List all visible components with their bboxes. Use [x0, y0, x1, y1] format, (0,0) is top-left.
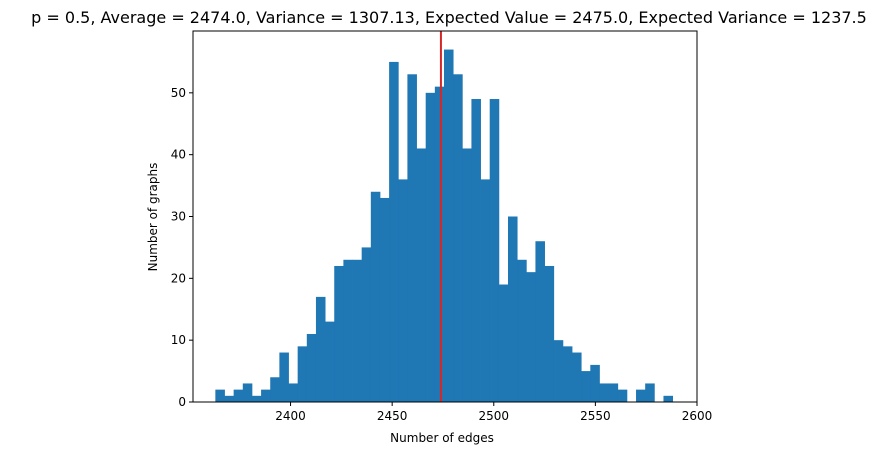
histogram-bar — [233, 389, 244, 402]
histogram-bar — [288, 383, 299, 402]
histogram-bar — [297, 346, 308, 402]
histogram-bar — [526, 272, 536, 402]
histogram-bar — [572, 352, 582, 402]
histogram-bar — [306, 333, 317, 402]
y-tick-label: 50 — [171, 86, 186, 100]
histogram-bar — [242, 383, 253, 402]
histogram-bar — [663, 395, 674, 402]
y-tick-label: 30 — [171, 210, 186, 224]
histogram-bar — [434, 86, 445, 403]
histogram-bar — [315, 296, 326, 402]
histogram-bar — [544, 265, 555, 402]
histogram-bar — [261, 389, 271, 402]
histogram-bar — [334, 265, 344, 402]
y-tick-label: 0 — [178, 395, 186, 409]
x-tick-label: 2450 — [377, 409, 408, 423]
histogram-bar — [443, 49, 454, 403]
histogram-bar — [535, 241, 545, 402]
histogram-bar — [562, 346, 573, 402]
histogram-bar — [425, 92, 436, 402]
histogram-bar — [590, 364, 600, 402]
histogram-bar — [343, 259, 353, 402]
histogram-bar — [462, 148, 472, 402]
histogram-bar — [379, 197, 390, 402]
histogram-bar — [581, 371, 591, 402]
histogram-bar — [617, 389, 628, 402]
histogram-bar — [398, 179, 408, 402]
histogram-bar — [453, 74, 463, 403]
histogram-bar — [389, 61, 399, 403]
histogram-bar — [325, 321, 335, 402]
histogram-bar — [352, 259, 363, 402]
histogram-bar — [361, 247, 372, 402]
y-tick-label: 10 — [171, 333, 186, 347]
chart-title: p = 0.5, Average = 2474.0, Variance = 13… — [31, 8, 867, 27]
y-axis-ticks: 0 10 20 30 40 50 — [171, 86, 193, 409]
histogram-bar — [508, 216, 518, 402]
y-tick-label: 40 — [171, 148, 186, 162]
histogram-bar — [645, 383, 655, 402]
histogram-bar — [471, 99, 481, 403]
histogram-bar — [251, 395, 262, 402]
y-axis-label: Number of graphs — [146, 163, 160, 272]
x-axis-ticks: 2400 2450 2500 2550 2600 — [275, 402, 712, 423]
histogram-bar — [215, 389, 225, 402]
x-tick-label: 2550 — [580, 409, 611, 423]
histogram-bar — [480, 179, 491, 402]
x-tick-label: 2500 — [479, 409, 510, 423]
x-axis-label: Number of edges — [390, 431, 494, 445]
histogram-bar — [370, 191, 381, 402]
histogram-bars — [215, 49, 674, 403]
histogram-bar — [517, 259, 527, 402]
histogram-bar — [407, 74, 417, 403]
histogram-bar — [553, 340, 564, 402]
x-tick-label: 2400 — [275, 409, 306, 423]
x-tick-label: 2600 — [682, 409, 713, 423]
histogram-bar — [279, 352, 289, 402]
histogram-bar — [270, 377, 280, 402]
histogram-bar — [498, 284, 509, 402]
histogram-bar — [224, 395, 235, 402]
histogram-bar — [608, 383, 619, 402]
histogram-bar — [636, 389, 646, 402]
histogram-bar — [416, 148, 427, 402]
histogram-bar — [599, 383, 609, 402]
histogram-bar — [489, 99, 500, 403]
y-tick-label: 20 — [171, 271, 186, 285]
